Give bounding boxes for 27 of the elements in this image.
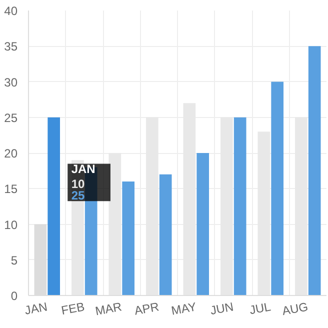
x-tick-label: MAY (170, 300, 198, 318)
x-tick-label: JUN (209, 300, 235, 318)
y-tick-label: 5 (10, 253, 18, 268)
y-tick-label: 40 (4, 4, 18, 18)
y-tick-label: 30 (4, 75, 18, 90)
bar (159, 174, 172, 296)
bar (122, 182, 134, 296)
x-tick-label: APR (133, 300, 160, 318)
y-tick-label: 20 (4, 146, 18, 160)
bar (48, 117, 60, 296)
bar (196, 153, 209, 296)
bar (234, 117, 246, 296)
annotation: JAN (71, 162, 96, 176)
y-tick-label: 10 (4, 218, 18, 232)
x-tick-label: JUL (248, 300, 272, 318)
x-tick-label: JAN (24, 300, 48, 318)
annotation: 25 (71, 188, 86, 203)
annotation: 10 (71, 176, 86, 191)
bar (271, 82, 284, 296)
x-tick-label: AUG (281, 300, 310, 318)
x-tick-label: FEB (60, 300, 86, 318)
bar (308, 46, 321, 296)
y-tick-label: 25 (4, 110, 18, 125)
y-tick-label: 15 (4, 182, 18, 196)
y-tick-label: 35 (4, 40, 18, 54)
x-tick-label: MAR (94, 300, 124, 318)
y-tick-label: 0 (10, 289, 18, 303)
